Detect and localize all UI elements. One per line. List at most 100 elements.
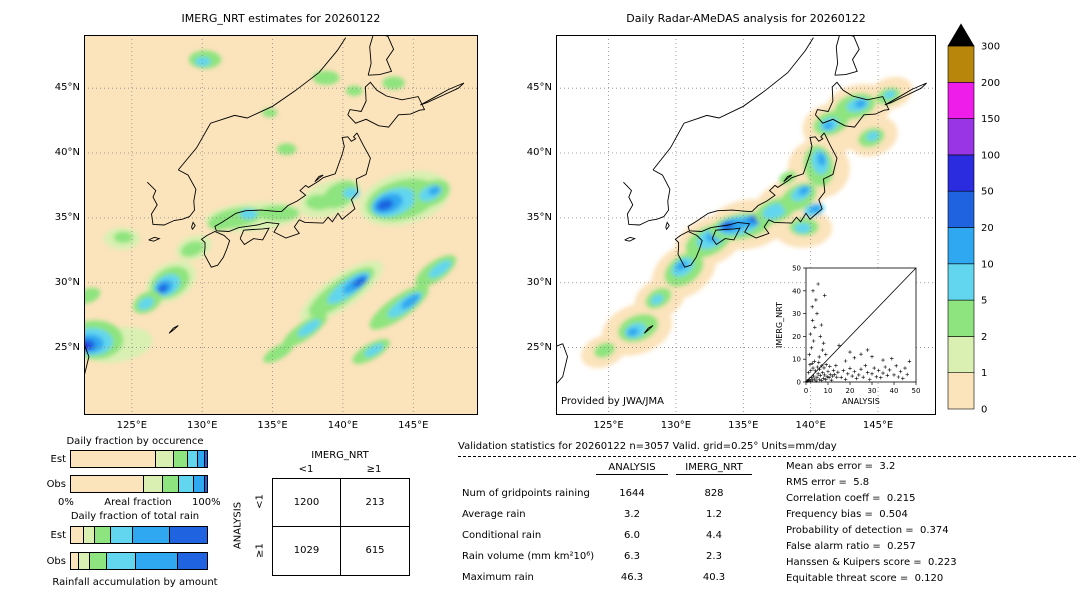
precip-blob — [305, 194, 333, 211]
one-to-one-line — [805, 267, 917, 383]
bar-segment — [177, 553, 207, 569]
precip-blob — [823, 122, 833, 130]
totalrain-obs-bar — [70, 552, 208, 570]
precip-blob — [675, 261, 687, 271]
imerg-precip-map — [62, 31, 478, 415]
bar-segment — [186, 451, 198, 467]
totalrain-caption: Rainfall accumulation by amount — [52, 577, 218, 588]
lon-tick-label: 145°E — [862, 420, 894, 431]
precip-colorbar: 0 1 2 5 10 20 50 100 150 200 300 — [946, 20, 1076, 440]
bar-segment — [155, 451, 173, 467]
inset-x-tick: 20 — [846, 387, 855, 395]
bar-segment — [106, 553, 135, 569]
summary-stat-line: Correlation coeff = 0.215 — [786, 493, 916, 504]
contingency-cell: 213 — [341, 479, 409, 527]
stat-row-label: Maximum rain — [462, 572, 534, 583]
lat-tick-label: 25°N — [54, 341, 80, 353]
stat-value-imerg: 4.4 — [706, 530, 722, 541]
precip-blob — [297, 319, 321, 337]
bar-segment — [204, 451, 207, 467]
inset-x-tick: 50 — [912, 387, 921, 395]
colorbar-segment — [947, 81, 975, 119]
totalrain-est-label: Est — [50, 530, 66, 541]
bar-segment — [88, 553, 107, 569]
colorbar-tick-label: 200 — [981, 78, 1000, 89]
occurrence-obs-bar — [70, 475, 208, 493]
occurrence-est-bar — [70, 450, 208, 468]
precip-blob — [428, 186, 441, 196]
summary-stat-line: Equitable threat score = 0.120 — [786, 573, 944, 584]
coastline-path — [191, 221, 196, 230]
precip-blob — [762, 203, 786, 220]
precip-blob — [262, 108, 278, 118]
colorbar-segment — [947, 154, 975, 192]
stat-row-label: Rain volume (mm km²10⁶) — [462, 551, 595, 562]
coastline-path — [624, 236, 637, 242]
precip-blob — [157, 284, 168, 293]
stat-value-analysis: 6.0 — [624, 530, 640, 541]
occurrence-obs-label: Obs — [46, 479, 66, 490]
contingency-rowgroup-label: ANALYSIS — [232, 501, 244, 550]
areal-axis-tick-100: 100% — [192, 497, 221, 508]
summary-stat-line: Mean abs error = 3.2 — [786, 461, 896, 472]
stat-row-label: Conditional rain — [462, 530, 542, 541]
precip-blob — [257, 205, 300, 222]
colorbar-tick-label: 5 — [981, 296, 987, 307]
validation-col-analysis: ANALYSIS — [596, 462, 668, 475]
contingency-row-ge1: ≥1 — [254, 543, 266, 558]
coastline-path — [652, 37, 814, 171]
totalrain-est-bar — [70, 526, 208, 544]
coastline-path — [420, 82, 465, 106]
precip-blob — [364, 343, 384, 357]
coastline-path — [643, 325, 654, 334]
lon-tick-label: 125°E — [593, 420, 624, 431]
validation-col-imerg: IMERG_NRT — [676, 462, 752, 475]
stat-value-imerg: 2.3 — [706, 551, 722, 562]
contingency-cell: 1200 — [273, 479, 341, 527]
bar-segment — [204, 476, 207, 492]
precip-blob — [627, 327, 639, 337]
stat-value-analysis: 46.3 — [620, 572, 644, 583]
inset-x-tick: 0 — [804, 387, 808, 395]
coastline-path — [200, 231, 231, 268]
provided-by-label: Provided by JWA/JMA — [561, 396, 664, 407]
inset-x-tick: 10 — [824, 387, 833, 395]
lat-tick-label: 25°N — [526, 341, 552, 353]
bar-segment — [71, 476, 144, 492]
coastline-path — [687, 132, 838, 239]
coastline-path — [884, 82, 927, 106]
colorbar-segment — [947, 190, 975, 228]
precip-blob — [817, 153, 826, 166]
colorbar-segment — [947, 336, 975, 373]
totalrain-obs-label: Obs — [46, 556, 66, 567]
lat-tick-label: 45°N — [54, 82, 80, 94]
lon-tick-label: 135°E — [257, 420, 288, 431]
bar-segment — [178, 476, 194, 492]
validation-title-divider — [458, 456, 1076, 457]
summary-stat-line: RMS error = 5.8 — [786, 477, 870, 488]
contingency-table: 1200 213 1029 615 — [272, 478, 410, 576]
coastline-path — [814, 81, 890, 128]
areal-axis-label: Areal fraction — [104, 497, 172, 508]
contingency-cell: 615 — [365, 545, 385, 556]
stat-value-analysis: 3.2 — [624, 509, 640, 520]
areal-axis-tick-0: 0% — [58, 497, 74, 508]
bar-segment — [162, 476, 179, 492]
precip-blob — [866, 131, 880, 142]
inset-y-tick: 20 — [792, 333, 801, 341]
contingency-col-lt1: <1 — [298, 464, 314, 475]
lat-tick-label: 45°N — [526, 82, 552, 94]
coastline-path — [239, 227, 270, 246]
inset-y-tick: 50 — [792, 265, 801, 273]
bar-segment — [83, 527, 95, 543]
coastline-path — [146, 169, 197, 226]
colorbar-segment — [947, 372, 975, 410]
stat-value-imerg: 40.3 — [702, 572, 726, 583]
precip-blob — [345, 85, 363, 96]
colorbar-tick-label: 0 — [981, 405, 987, 416]
precip-blob — [794, 223, 811, 234]
bar-segment — [193, 476, 205, 492]
summary-stat-line: Frequency bias = 0.504 — [786, 509, 908, 520]
contingency-col-ge1: ≥1 — [366, 464, 382, 475]
stat-value-analysis: 1644 — [619, 488, 645, 499]
